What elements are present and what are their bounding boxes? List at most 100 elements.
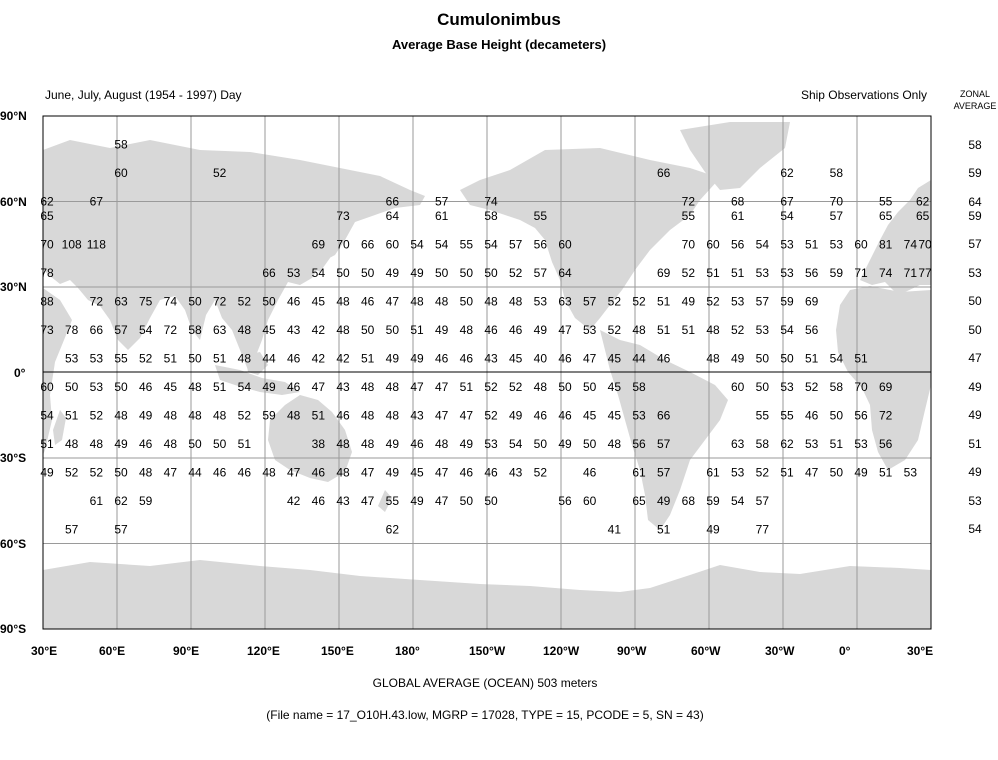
grid-cell-value: 57 xyxy=(435,195,449,209)
grid-cell-value: 49 xyxy=(706,522,720,536)
landmass-africa-east xyxy=(43,288,72,455)
grid-cell-value: 74 xyxy=(904,237,918,251)
grid-cell-value: 48 xyxy=(361,380,375,394)
grid-cell-value: 46 xyxy=(213,465,227,479)
grid-cell-value: 54 xyxy=(830,351,844,365)
cell-row: 73 78 66 57 54 72 58 63 48 45 43 42 48 50 50 51 49 48 46 46… xyxy=(40,323,818,337)
grid-cell-value: 48 xyxy=(188,408,202,422)
grid-cell-value: 47 xyxy=(435,380,449,394)
grid-cell-value: 47 xyxy=(805,465,819,479)
grid-cell-value: 62 xyxy=(780,166,794,180)
grid-cell-value: 51 xyxy=(780,465,794,479)
grid-cell-value: 62 xyxy=(780,437,794,451)
grid-cell-value: 53 xyxy=(90,380,104,394)
grid-cell-value: 49 xyxy=(657,494,671,508)
grid-cell-value: 66 xyxy=(657,166,671,180)
grid-cell-value: 53 xyxy=(65,351,79,365)
latitude-label: 60°S xyxy=(0,536,27,551)
grid-cell-value: 46 xyxy=(139,380,153,394)
latitude-label: 90°S xyxy=(0,622,27,636)
grid-cell-value: 46 xyxy=(484,323,498,337)
cell-row: 58 xyxy=(114,138,128,152)
grid-cell-value: 48 xyxy=(361,437,375,451)
grid-cell-value: 61 xyxy=(90,494,104,508)
grid-cell-value: 47 xyxy=(287,465,301,479)
cell-row: 51 48 48 49 46 48 50 50 51 38 48 48 49 46 48 49 53 54 50 49… xyxy=(40,437,892,451)
grid-cell-value: 65 xyxy=(632,494,646,508)
grid-cell-value: 59 xyxy=(706,494,720,508)
grid-cell-value: 55 xyxy=(756,408,770,422)
landmass-south-america xyxy=(600,330,728,530)
grid-cell-value: 44 xyxy=(632,351,646,365)
grid-cell-value: 42 xyxy=(287,494,301,508)
grid-cell-value: 67 xyxy=(90,195,104,209)
zonal-average-value: 50 xyxy=(968,322,982,337)
grid-cell-value: 72 xyxy=(90,294,104,308)
grid-cell-value: 46 xyxy=(139,437,153,451)
grid-cell-value: 69 xyxy=(312,237,326,251)
grid-cell-value: 53 xyxy=(583,323,597,337)
grid-cell-value: 43 xyxy=(336,380,350,394)
grid-cell-value: 66 xyxy=(657,408,671,422)
longitude-label: 30°E xyxy=(907,644,934,658)
grid-cell-value: 45 xyxy=(608,408,622,422)
grid-cell-value: 54 xyxy=(780,209,794,223)
grid-cell-value: 44 xyxy=(188,465,202,479)
grid-cell-value: 51 xyxy=(164,351,178,365)
grid-cell-value: 57 xyxy=(657,437,671,451)
grid-cell-value: 43 xyxy=(484,351,498,365)
grid-cell-value: 54 xyxy=(435,237,449,251)
grid-cell-value: 51 xyxy=(40,437,54,451)
grid-cell-value: 48 xyxy=(213,408,227,422)
grid-cell-value: 50 xyxy=(188,351,202,365)
grid-cell-value: 61 xyxy=(435,209,449,223)
grid-cell-value: 75 xyxy=(139,294,153,308)
grid-cell-value: 46 xyxy=(805,408,819,422)
longitude-label: 60°W xyxy=(691,644,721,658)
grid-cell-value: 55 xyxy=(879,195,893,209)
grid-cell-value: 66 xyxy=(262,266,276,280)
grid-cell-value: 67 xyxy=(780,195,794,209)
zonal-average-value: 49 xyxy=(968,465,982,480)
grid-cell-value: 50 xyxy=(756,380,770,394)
grid-cell-value: 46 xyxy=(460,465,474,479)
grid-cell-value: 74 xyxy=(879,266,893,280)
grid-cell-value: 47 xyxy=(583,351,597,365)
longitude-label: 120°E xyxy=(247,644,280,658)
grid-cell-value: 52 xyxy=(90,465,104,479)
grid-cell-value: 49 xyxy=(386,351,400,365)
grid-cell-value: 48 xyxy=(336,323,350,337)
zonal-average-value: 59 xyxy=(968,208,982,223)
grid-cell-value: 47 xyxy=(435,408,449,422)
zonal-average-value: 50 xyxy=(968,294,982,309)
grid-cell-value: 49 xyxy=(139,408,153,422)
grid-cell-value: 62 xyxy=(916,195,930,209)
grid-cell-value: 46 xyxy=(558,351,572,365)
grid-cell-value: 72 xyxy=(213,294,227,308)
grid-cell-value: 42 xyxy=(312,351,326,365)
longitude-label: 0° xyxy=(839,644,851,658)
grid-cell-value: 54 xyxy=(484,237,498,251)
grid-cell-value: 74 xyxy=(484,195,498,209)
grid-cell-value: 48 xyxy=(386,380,400,394)
chart-subtitle: Average Base Height (decameters) xyxy=(391,37,607,52)
grid-cell-value: 47 xyxy=(386,294,400,308)
grid-cell-value: 51 xyxy=(361,351,375,365)
landmass-greenland xyxy=(680,122,790,190)
grid-cell-value: 50 xyxy=(386,323,400,337)
grid-cell-value: 40 xyxy=(534,351,548,365)
grid-cell-value: 55 xyxy=(780,408,794,422)
grid-cell-value: 64 xyxy=(558,266,572,280)
grid-cell-value: 49 xyxy=(410,266,424,280)
grid-cell-value: 46 xyxy=(484,465,498,479)
grid-cell-value: 49 xyxy=(460,437,474,451)
cell-row: 61 62 59 42 46 43 47 55 49 47 50 50 56 60 65 49 68 59 54 57 xyxy=(90,494,770,508)
grid-cell-value: 48 xyxy=(262,465,276,479)
grid-cell-value: 53 xyxy=(731,294,745,308)
grid-cell-value: 52 xyxy=(706,294,720,308)
cell-row: 53 53 55 52 51 50 51 48 44 46 42 42 51 49 49 46 46 43 45 40… xyxy=(65,351,868,365)
landmass-europe xyxy=(860,180,931,292)
grid-cell-value: 64 xyxy=(386,209,400,223)
grid-cell-value: 72 xyxy=(682,195,696,209)
grid-cell-value: 53 xyxy=(904,465,918,479)
